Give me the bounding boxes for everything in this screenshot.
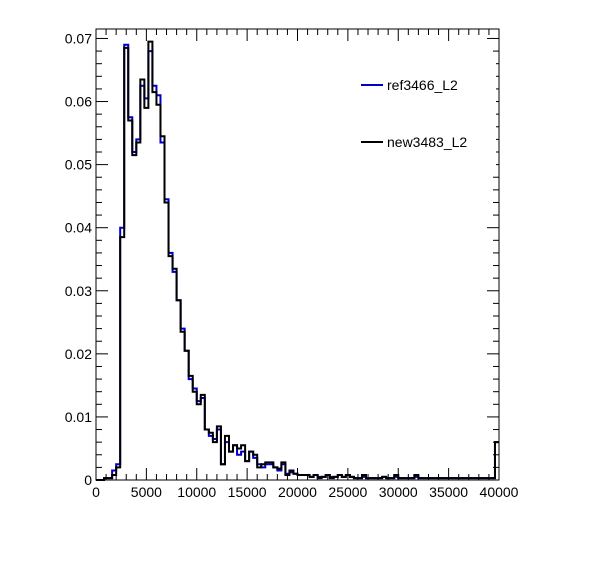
x-tick-label: 40000 xyxy=(480,484,519,500)
legend-label-1: new3483_L2 xyxy=(387,134,467,150)
x-tick-label: 35000 xyxy=(429,484,468,500)
y-tick-label: 0.03 xyxy=(65,283,92,299)
x-tick-label: 10000 xyxy=(177,484,216,500)
legend-box xyxy=(354,60,496,168)
x-tick-label: 25000 xyxy=(328,484,367,500)
y-tick-label: 0.02 xyxy=(65,346,92,362)
y-tick-label: 0.04 xyxy=(65,220,92,236)
x-tick-label: 30000 xyxy=(379,484,418,500)
axis-tick-labels: 0 5000 10000 15000 20000 25000 30000 35000 40000… xyxy=(65,30,519,500)
legend: ref3466_L2 new3483_L2 xyxy=(354,60,496,168)
y-tick-label: 0.07 xyxy=(65,30,92,46)
series-line-1 xyxy=(96,40,499,481)
y-tick-label: 0.01 xyxy=(65,409,92,425)
x-tick-label: 5000 xyxy=(131,484,162,500)
y-tick-label: 0.06 xyxy=(65,94,92,110)
x-tick-label: 15000 xyxy=(228,484,267,500)
y-tick-label: 0 xyxy=(84,472,92,488)
histogram-series xyxy=(96,40,499,481)
y-tick-label: 0.05 xyxy=(65,157,92,173)
legend-label-0: ref3466_L2 xyxy=(387,77,458,93)
x-tick-label: 0 xyxy=(92,484,100,500)
x-tick-label: 20000 xyxy=(278,484,317,500)
